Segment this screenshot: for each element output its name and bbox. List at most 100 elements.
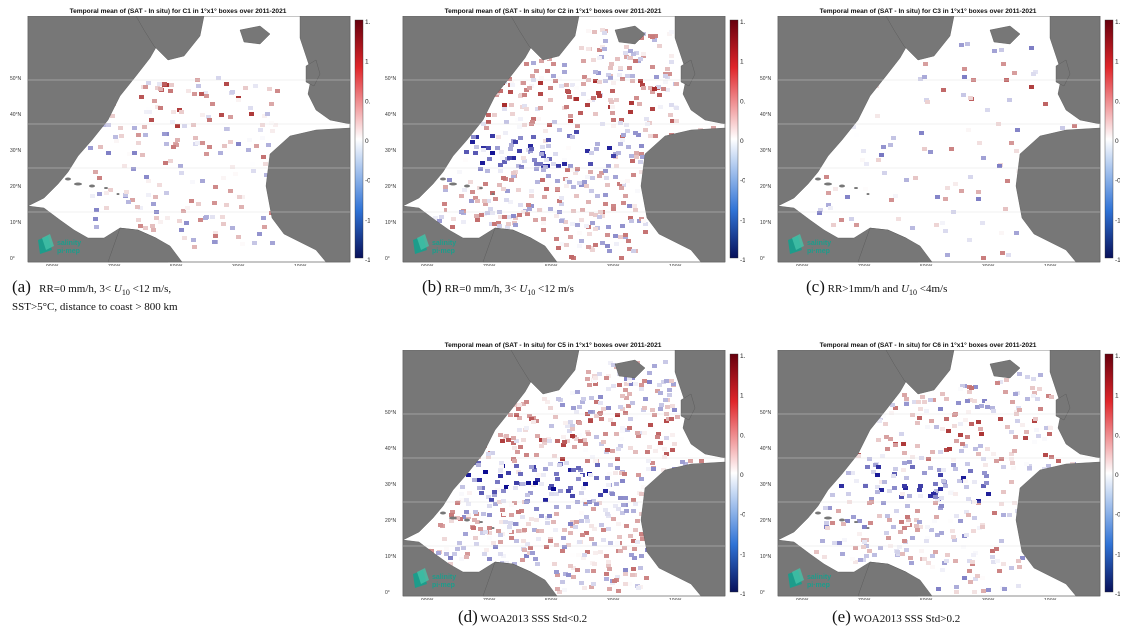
- data-cell: [204, 152, 209, 156]
- europe-land: [299, 16, 351, 125]
- data-cell: [501, 176, 506, 180]
- data-cell: [589, 537, 594, 541]
- data-cell: [934, 223, 939, 227]
- data-cell: [475, 218, 480, 222]
- data-cell: [998, 417, 1003, 421]
- data-cell: [561, 435, 566, 439]
- data-cell: [486, 199, 491, 203]
- data-cell: [450, 225, 455, 229]
- data-cell: [181, 209, 186, 213]
- data-cell: [985, 447, 990, 451]
- data-cell: [236, 235, 241, 239]
- data-cell: [143, 226, 148, 230]
- data-cell: [587, 232, 592, 236]
- data-cell: [555, 187, 560, 191]
- data-cell: [629, 553, 634, 557]
- data-cell: [104, 206, 109, 210]
- data-cell: [1009, 480, 1014, 484]
- data-cell: [541, 168, 546, 172]
- data-cell: [499, 520, 504, 524]
- data-cell: [623, 194, 628, 198]
- data-cell: [876, 158, 881, 162]
- data-cell: [618, 405, 623, 409]
- data-cell: [889, 411, 894, 415]
- data-cell: [592, 562, 597, 566]
- data-cell: [619, 118, 624, 122]
- svg-text:pi·mep: pi·mep: [807, 582, 830, 589]
- data-cell: [575, 167, 580, 171]
- data-cell: [627, 426, 632, 430]
- data-cell: [521, 402, 526, 406]
- data-cell: [588, 162, 593, 166]
- data-cell: [881, 414, 886, 418]
- data-cell: [157, 82, 162, 86]
- data-cell: [608, 361, 613, 365]
- data-cell: [902, 393, 907, 397]
- south-america-land: [482, 561, 558, 597]
- data-cell: [842, 538, 847, 542]
- data-cell: [499, 465, 504, 469]
- lat-tick-label: 0°: [385, 590, 390, 596]
- data-cell: [879, 488, 884, 492]
- data-cell: [606, 164, 611, 168]
- panel-a-label: (a): [12, 277, 31, 296]
- data-cell: [500, 439, 505, 443]
- data-cell: [534, 507, 539, 511]
- data-cell: [995, 381, 1000, 385]
- data-cell: [560, 457, 565, 461]
- data-cell: [899, 495, 904, 499]
- data-cell: [652, 413, 657, 417]
- data-cell: [429, 549, 434, 553]
- lat-tick-label: 10°N: [760, 554, 772, 560]
- lat-tick-label: 30°N: [385, 482, 397, 488]
- data-cell: [439, 215, 444, 219]
- data-cell: [580, 400, 585, 404]
- data-cell: [1002, 587, 1007, 591]
- data-cell: [629, 101, 634, 105]
- data-cell: [1032, 391, 1037, 395]
- data-cell: [1047, 432, 1052, 436]
- data-cell: [872, 553, 877, 557]
- colorbar-tick-label: -1: [1115, 551, 1120, 558]
- data-cell: [457, 170, 462, 174]
- data-cell: [930, 565, 935, 569]
- data-cell: [951, 535, 956, 539]
- data-cell: [628, 110, 633, 114]
- data-cell: [200, 113, 205, 117]
- data-cell: [481, 148, 486, 152]
- data-cell: [520, 482, 525, 486]
- data-cell: [890, 403, 895, 407]
- data-cell: [586, 432, 591, 436]
- data-cell: [253, 84, 258, 88]
- data-cell: [886, 536, 891, 540]
- data-cell: [1011, 466, 1016, 470]
- data-cells: [427, 28, 716, 260]
- data-cell: [643, 128, 648, 132]
- lon-tick-label: 30°W: [232, 264, 245, 266]
- data-cell: [542, 438, 547, 442]
- data-cell: [555, 179, 560, 183]
- data-cell: [576, 477, 581, 481]
- data-cell: [953, 182, 958, 186]
- data-cell: [833, 187, 838, 191]
- data-cell: [540, 145, 545, 149]
- data-cell: [436, 551, 441, 555]
- data-cell: [675, 415, 680, 419]
- data-cell: [535, 107, 540, 111]
- data-cell: [590, 176, 595, 180]
- data-cell: [956, 401, 961, 405]
- data-cell: [861, 558, 866, 562]
- data-cell: [483, 470, 488, 474]
- data-cell: [524, 88, 529, 92]
- data-cell: [885, 447, 890, 451]
- data-cell: [556, 246, 561, 250]
- data-cell: [490, 211, 495, 215]
- data-cell: [463, 532, 468, 536]
- data-cell: [603, 39, 608, 43]
- data-cell: [459, 498, 464, 502]
- data-cell: [591, 499, 596, 503]
- data-cell: [196, 84, 201, 88]
- data-cell: [593, 227, 598, 231]
- data-cell: [563, 421, 568, 425]
